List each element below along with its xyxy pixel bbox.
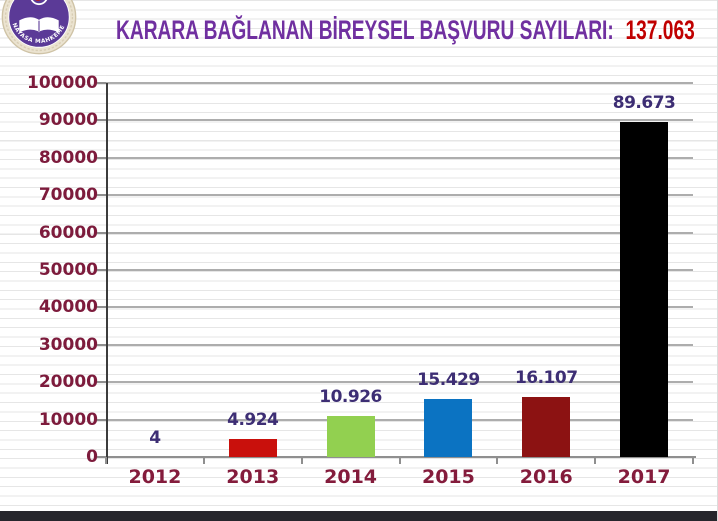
gridline xyxy=(106,156,693,159)
x-axis-label: 2012 xyxy=(128,466,182,488)
bar-value-label: 10.926 xyxy=(319,387,382,407)
anayasa-mahkemesi-logo-icon: ANAYASA MAHKEMESİ xyxy=(0,0,77,55)
gridline xyxy=(106,306,693,309)
bar-value-label: 4 xyxy=(149,428,161,448)
bar-value-label: 16.107 xyxy=(514,368,578,388)
y-axis-tick xyxy=(97,381,106,384)
y-axis-tick xyxy=(97,269,106,271)
y-axis-label: 50000 xyxy=(38,260,98,280)
y-axis-tick xyxy=(97,82,106,84)
y-axis-tick xyxy=(97,231,106,234)
y-axis-label: 70000 xyxy=(38,185,98,206)
y-axis-line xyxy=(106,83,108,464)
y-axis-label: 30000 xyxy=(38,334,98,355)
gridline xyxy=(106,269,693,271)
chart-title-total-value: 137.063 xyxy=(625,15,695,45)
y-axis-label: 0 xyxy=(86,447,98,467)
x-axis-tick xyxy=(300,457,303,464)
x-axis-tick xyxy=(105,457,107,464)
x-axis-tick xyxy=(398,457,401,464)
bar-2015 xyxy=(424,399,473,457)
x-axis-label: 2014 xyxy=(324,466,378,488)
bar-2014 xyxy=(326,416,375,457)
x-axis-label: 2013 xyxy=(226,466,280,488)
y-axis-label: 10000 xyxy=(38,409,98,430)
x-axis-tick xyxy=(496,457,499,464)
y-axis-tick xyxy=(97,194,106,197)
x-axis-tick xyxy=(202,457,205,464)
y-axis-tick xyxy=(97,119,106,122)
bar-2017 xyxy=(620,122,669,457)
gridline xyxy=(106,343,693,346)
gridline xyxy=(106,381,693,384)
chart-title-text: KARARA BAĞLANAN BİREYSEL BAŞVURU SAYILAR… xyxy=(116,15,614,45)
y-axis-label: 20000 xyxy=(38,372,98,393)
bar-value-label: 15.429 xyxy=(417,370,480,390)
x-axis-tick xyxy=(692,457,694,464)
bar-2013 xyxy=(228,439,277,457)
x-axis-label: 2017 xyxy=(617,466,671,488)
gridline xyxy=(106,119,693,122)
bar-value-label: 4.924 xyxy=(227,410,279,430)
bar-2016 xyxy=(522,397,571,457)
y-axis-tick xyxy=(97,343,106,346)
bar-value-label: 89.673 xyxy=(612,93,676,113)
x-axis-line xyxy=(106,456,696,458)
gridline xyxy=(106,231,693,234)
y-axis-label: 40000 xyxy=(38,297,98,318)
y-axis-tick xyxy=(97,156,106,159)
y-axis-label: 80000 xyxy=(38,147,98,168)
chart-title: KARARA BAĞLANAN BİREYSEL BAŞVURU SAYILAR… xyxy=(116,7,695,53)
x-axis-tick xyxy=(594,457,597,464)
bottom-bar xyxy=(0,511,717,521)
y-axis-label: 60000 xyxy=(38,222,98,243)
y-axis-label: 90000 xyxy=(38,110,98,131)
x-axis-label: 2015 xyxy=(421,466,475,488)
y-axis-tick xyxy=(97,456,106,458)
y-axis-label: 100000 xyxy=(27,73,98,93)
y-axis-tick xyxy=(97,306,106,309)
gridline xyxy=(106,418,693,421)
y-axis-tick xyxy=(97,418,106,421)
gridline xyxy=(106,194,693,197)
gridline xyxy=(106,82,693,84)
x-axis-label: 2016 xyxy=(519,466,573,488)
